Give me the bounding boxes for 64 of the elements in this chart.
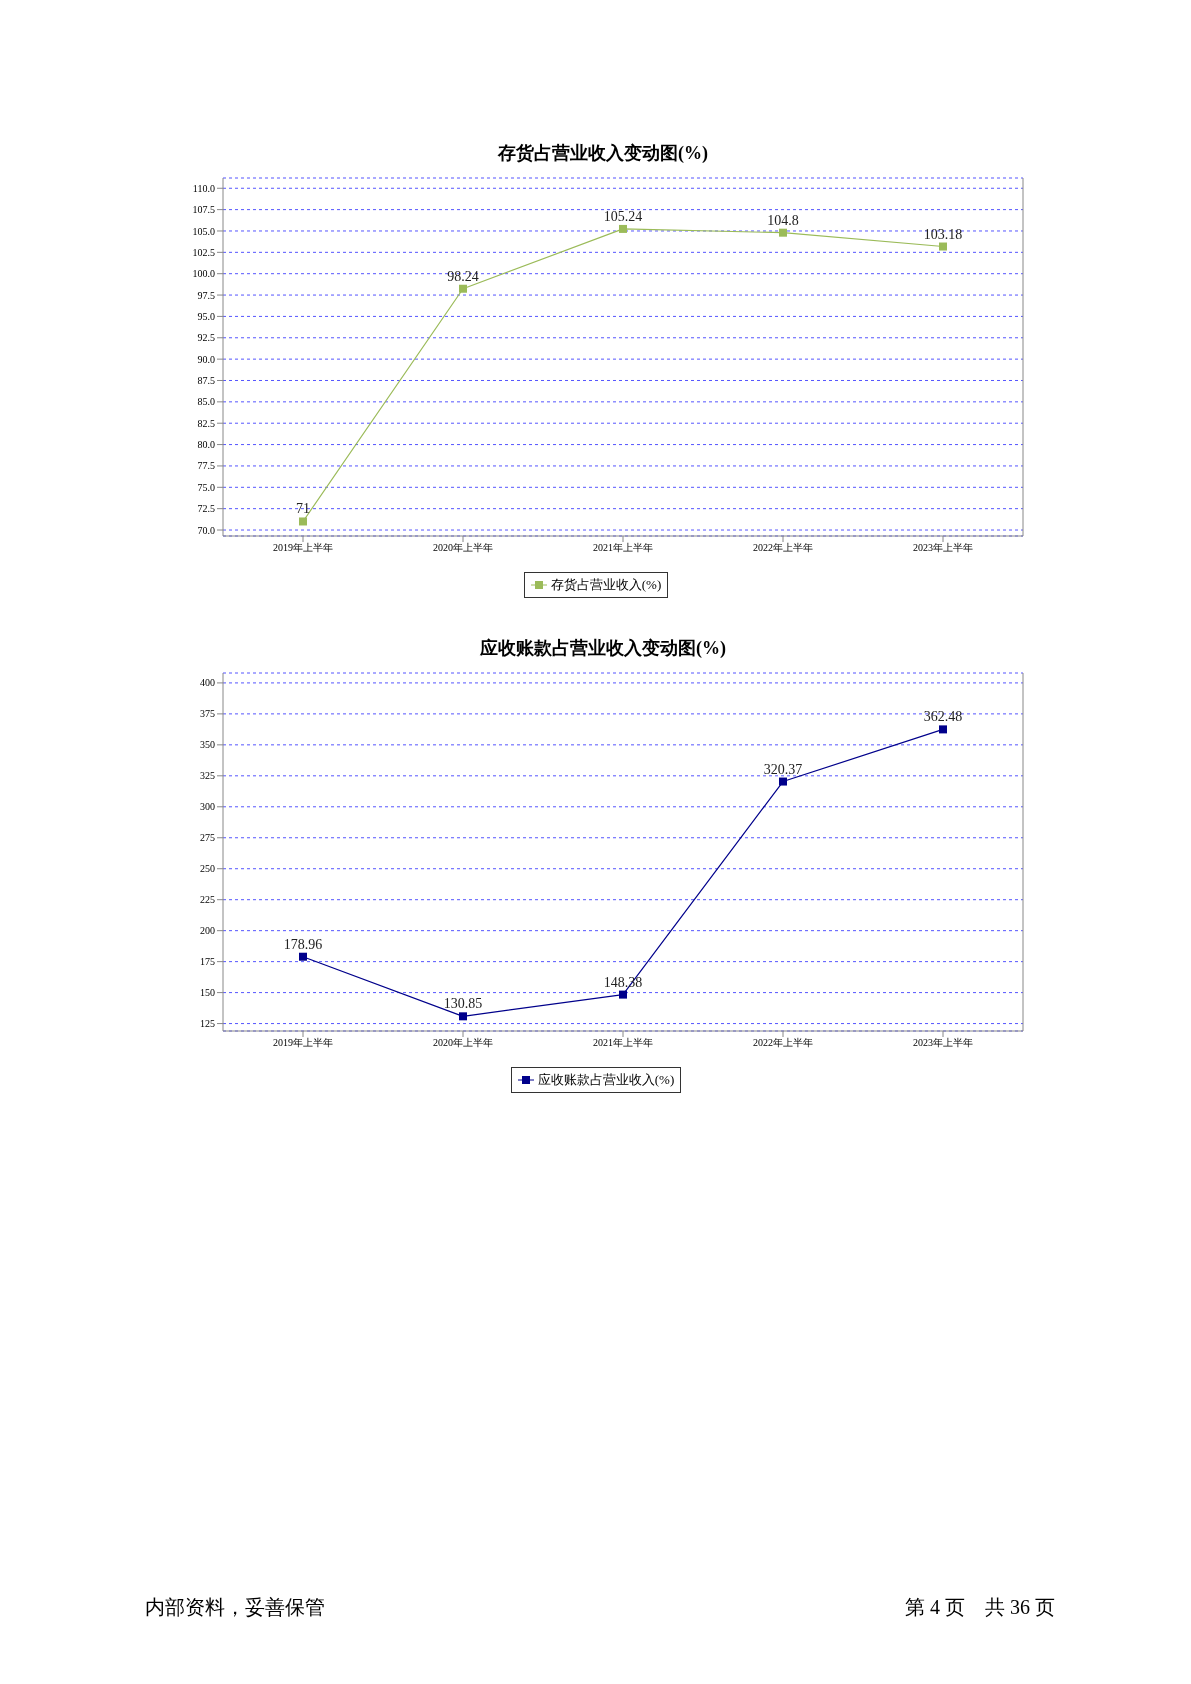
y-tick-label: 100.0 bbox=[192, 268, 215, 280]
point bbox=[299, 517, 307, 526]
y-tick-label: 175 bbox=[200, 956, 215, 968]
legend-label: 应收账款占营业收入(%) bbox=[537, 1071, 675, 1089]
data-label: 362.48 bbox=[923, 709, 963, 725]
y-tick-label: 110.0 bbox=[192, 182, 215, 194]
data-label: 71 bbox=[296, 501, 310, 517]
y-tick-label: 150 bbox=[200, 987, 215, 999]
y-tick-label: 300 bbox=[200, 801, 215, 813]
point bbox=[619, 990, 627, 999]
text: 第 4 页 共 36 页 bbox=[905, 1595, 1055, 1620]
data-label: 178.96 bbox=[283, 936, 323, 952]
x-tick-label: 2022年上半年 bbox=[753, 542, 813, 554]
y-tick-label: 275 bbox=[200, 832, 215, 844]
y-tick-label: 325 bbox=[200, 770, 215, 782]
y-tick-label: 400 bbox=[200, 677, 215, 689]
data-label: 320.37 bbox=[763, 761, 803, 777]
x-tick-label: 2021年上半年 bbox=[593, 542, 653, 554]
x-tick-label: 2021年上半年 bbox=[593, 1037, 653, 1049]
y-tick-label: 97.5 bbox=[197, 289, 215, 301]
y-tick-label: 102.5 bbox=[192, 246, 215, 258]
y-tick-label: 80.0 bbox=[197, 439, 215, 451]
point bbox=[459, 1012, 467, 1021]
x-tick-label: 2020年上半年 bbox=[433, 542, 493, 554]
point bbox=[299, 952, 307, 961]
x-tick-label: 2023年上半年 bbox=[913, 542, 973, 554]
x-tick-label: 2023年上半年 bbox=[913, 1037, 973, 1049]
y-tick-label: 105.0 bbox=[192, 225, 215, 237]
y-tick-label: 95.0 bbox=[197, 310, 215, 322]
point bbox=[619, 224, 627, 233]
x-tick-label: 2019年上半年 bbox=[273, 1037, 333, 1049]
y-tick-label: 75.0 bbox=[197, 481, 215, 493]
y-tick-label: 375 bbox=[200, 708, 215, 720]
y-tick-label: 350 bbox=[200, 739, 215, 751]
x-tick-label: 2022年上半年 bbox=[753, 1037, 813, 1049]
data-label: 130.85 bbox=[443, 996, 483, 1012]
y-tick-label: 125 bbox=[200, 1018, 215, 1030]
y-tick-label: 90.0 bbox=[197, 353, 215, 365]
chart-title: 应收账款占营业收入变动图(%) bbox=[479, 637, 727, 660]
legend-label: 存货占营业收入(%) bbox=[550, 576, 662, 594]
y-tick-label: 107.5 bbox=[192, 204, 215, 216]
text: 内部资料，妥善保管 bbox=[145, 1595, 325, 1620]
y-tick-label: 77.5 bbox=[197, 460, 215, 472]
y-tick-label: 85.0 bbox=[197, 396, 215, 408]
data-label: 105.24 bbox=[603, 208, 643, 224]
data-label: 104.8 bbox=[767, 212, 799, 228]
point bbox=[459, 284, 467, 293]
y-tick-label: 92.5 bbox=[197, 332, 215, 344]
x-tick-label: 2020年上半年 bbox=[433, 1037, 493, 1049]
point bbox=[779, 228, 787, 237]
point bbox=[939, 242, 947, 251]
y-tick-label: 200 bbox=[200, 925, 215, 937]
y-tick-label: 225 bbox=[200, 894, 215, 906]
y-tick-label: 250 bbox=[200, 863, 215, 875]
data-label: 103.18 bbox=[923, 226, 963, 242]
y-tick-label: 70.0 bbox=[197, 524, 215, 536]
y-tick-label: 87.5 bbox=[197, 375, 215, 387]
point bbox=[779, 777, 787, 786]
x-tick-label: 2019年上半年 bbox=[273, 542, 333, 554]
chart-title: 存货占营业收入变动图(%) bbox=[496, 142, 709, 165]
y-tick-label: 82.5 bbox=[197, 417, 215, 429]
point bbox=[939, 725, 947, 734]
data-label: 98.24 bbox=[447, 268, 479, 284]
y-tick-label: 72.5 bbox=[197, 503, 215, 515]
